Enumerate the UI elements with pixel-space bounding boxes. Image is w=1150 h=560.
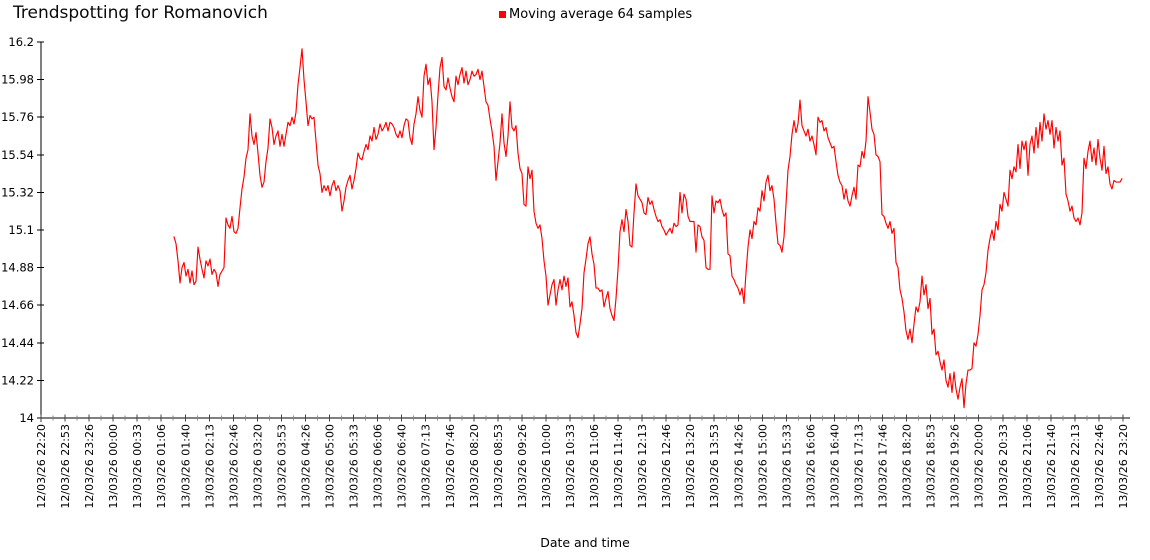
y-tick-label: 15.32 [1, 185, 34, 199]
x-tick-label: 13/03/26 01:06 [155, 424, 168, 509]
x-tick-label: 13/03/26 22:13 [1069, 424, 1082, 509]
y-tick-label: 14 [19, 411, 34, 425]
chart-title: Trendspotting for Romanovich [13, 3, 268, 23]
y-axis-ticks: 16.2 15.98 15.76 15.54 15.32 15.1 14.88 14.66 14… [1, 35, 44, 425]
x-tick-label: 12/03/26 22:53 [59, 424, 72, 509]
x-tick-label: 13/03/26 21:40 [1045, 424, 1058, 509]
x-tick-label: 13/03/26 20:00 [973, 424, 986, 509]
x-tick-label: 13/03/26 08:20 [468, 424, 481, 509]
x-tick-label: 13/03/26 12:46 [660, 424, 673, 509]
y-tick-label: 15.98 [1, 73, 34, 87]
x-tick-label: 13/03/26 00:33 [131, 424, 144, 509]
x-tick-label: 13/03/26 03:20 [251, 424, 264, 509]
x-tick-label: 13/03/26 18:53 [925, 424, 938, 509]
x-tick-label: 13/03/26 22:46 [1093, 424, 1106, 509]
x-tick-label: 13/03/26 09:26 [516, 424, 529, 509]
y-tick-label: 15.1 [8, 223, 34, 237]
x-tick-label: 13/03/26 20:33 [997, 424, 1010, 509]
y-tick-label: 14.22 [1, 373, 34, 387]
x-tick-label: 13/03/26 08:53 [492, 424, 505, 509]
x-tick-label: 13/03/26 02:46 [227, 424, 240, 509]
x-tick-label: 13/03/26 19:26 [949, 424, 962, 509]
legend: Moving average 64 samples [499, 7, 692, 22]
y-tick-label: 15.76 [1, 110, 34, 124]
y-tick-label: 14.66 [1, 298, 34, 312]
x-tick-label: 13/03/26 23:20 [1117, 424, 1130, 509]
x-tick-label: 12/03/26 23:26 [83, 424, 96, 509]
axes [40, 42, 1130, 422]
x-axis-ticks: 12/03/26 22:20 12/03/26 22:53 12/03/26 23:… [35, 414, 1130, 509]
x-tick-label: 13/03/26 17:13 [853, 424, 866, 509]
x-tick-label: 13/03/26 06:40 [396, 424, 409, 509]
legend-label: Moving average 64 samples [509, 7, 693, 22]
y-tick-label: 14.44 [1, 336, 34, 350]
x-tick-label: 13/03/26 16:40 [828, 424, 841, 509]
x-tick-label: 13/03/26 10:00 [540, 424, 553, 509]
x-axis-title: Date and time [540, 535, 630, 550]
x-tick-label: 13/03/26 11:06 [588, 424, 601, 509]
x-tick-label: 13/03/26 00:00 [107, 424, 120, 509]
x-tick-label: 13/03/26 18:20 [901, 424, 914, 509]
x-tick-label: 13/03/26 15:33 [780, 424, 793, 509]
x-tick-label: 13/03/26 21:06 [1021, 424, 1034, 509]
x-tick-label: 13/03/26 15:00 [756, 424, 769, 509]
x-tick-label: 13/03/26 10:33 [564, 424, 577, 509]
moving-average-line [173, 48, 1123, 409]
x-tick-label: 13/03/26 11:40 [612, 424, 625, 509]
x-tick-label: 13/03/26 01:40 [179, 424, 192, 509]
x-tick-label: 13/03/26 17:46 [877, 424, 890, 509]
legend-color-swatch-icon [499, 11, 506, 18]
x-tick-label: 12/03/26 22:20 [35, 424, 48, 509]
x-tick-label: 13/03/26 13:53 [708, 424, 721, 509]
x-tick-label: 13/03/26 07:46 [444, 424, 457, 509]
x-tick-label: 13/03/26 16:06 [804, 424, 817, 509]
x-tick-label: 13/03/26 14:26 [732, 424, 745, 509]
x-tick-label: 13/03/26 05:00 [324, 424, 337, 509]
x-tick-label: 13/03/26 06:06 [372, 424, 385, 509]
x-tick-label: 13/03/26 05:33 [348, 424, 361, 509]
x-tick-label: 13/03/26 13:20 [684, 424, 697, 509]
y-tick-label: 14.88 [1, 261, 34, 275]
y-tick-label: 16.2 [8, 35, 34, 49]
x-tick-label: 13/03/26 02:13 [203, 424, 216, 509]
x-tick-label: 13/03/26 07:13 [420, 424, 433, 509]
x-tick-label: 13/03/26 03:53 [275, 424, 288, 509]
y-tick-label: 15.54 [1, 148, 34, 162]
x-tick-label: 13/03/26 12:13 [636, 424, 649, 509]
x-tick-label: 13/03/26 04:26 [299, 424, 312, 509]
